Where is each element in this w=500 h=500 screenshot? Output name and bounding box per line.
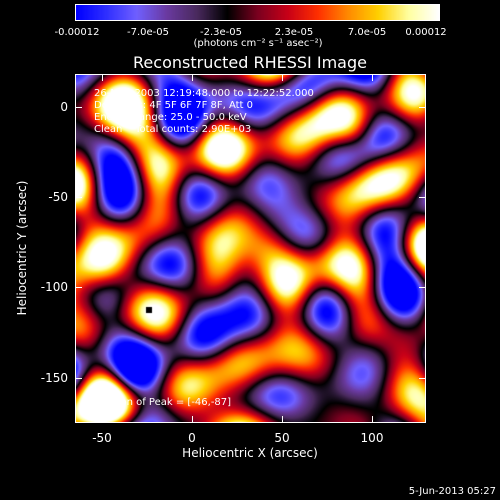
energy-range-text: Energy Range: 25.0 - 50.0 keV xyxy=(94,112,247,123)
x-tick-label: 50 xyxy=(274,431,290,445)
tick-mark xyxy=(282,75,283,81)
y-tick-label: -100 xyxy=(40,280,68,295)
tick-mark xyxy=(76,106,82,108)
tick-mark xyxy=(419,377,425,379)
y-axis-label: Heliocentric Y (arcsec) xyxy=(15,180,29,316)
peak-position-text: Position of Peak = [-46,-87] xyxy=(94,397,232,408)
tick-mark xyxy=(419,106,425,108)
tick-mark xyxy=(76,377,82,379)
x-tick-label: 0 xyxy=(188,431,196,445)
colorbar-tick-label: 2.3e-05 xyxy=(274,27,314,38)
time-range-text: 26-May-2003 12:19:48.000 to 12:22:52.000 xyxy=(94,88,314,99)
clean-counts-text: Clean Total counts: 2.90E+03 xyxy=(94,124,252,135)
colorbar-tick-label: -2.3e-05 xyxy=(200,27,242,38)
colorbar-tick-label: -0.00012 xyxy=(54,27,100,38)
rhessi-image xyxy=(76,75,425,422)
y-tick-label: -50 xyxy=(48,189,68,204)
colorbar-units: (photons cm⁻² s⁻¹ asec⁻²) xyxy=(193,38,323,49)
tick-mark xyxy=(419,287,425,289)
y-tick-label: 0 xyxy=(60,99,68,114)
y-tick-label: -150 xyxy=(40,370,68,385)
x-axis-label: Heliocentric X (arcsec) xyxy=(182,446,318,460)
tick-mark xyxy=(102,75,103,81)
image-plot-frame xyxy=(75,74,426,423)
x-tick-label: 100 xyxy=(360,431,384,445)
tick-mark xyxy=(282,416,283,422)
tick-mark xyxy=(102,416,103,422)
tick-mark xyxy=(192,75,193,81)
plot-title: Reconstructed RHESSI Image xyxy=(133,53,367,72)
x-tick-label: -50 xyxy=(92,431,112,445)
tick-mark xyxy=(372,75,373,81)
tick-mark xyxy=(76,287,82,289)
detectors-text: Detectors: 4F 5F 6F 7F 8F, Att 0 xyxy=(94,100,254,111)
tick-mark xyxy=(192,416,193,422)
colorbar-tick-label: 7.0e-05 xyxy=(347,27,387,38)
colorbar-tick-label: -7.0e-05 xyxy=(127,27,169,38)
footer-date: 5-Jun-2013 05:27 xyxy=(408,486,496,497)
tick-mark xyxy=(372,416,373,422)
colorbar-tick-label: 0.00012 xyxy=(405,27,447,38)
colorbar xyxy=(75,4,440,21)
tick-mark xyxy=(419,196,425,198)
tick-mark xyxy=(76,196,82,198)
